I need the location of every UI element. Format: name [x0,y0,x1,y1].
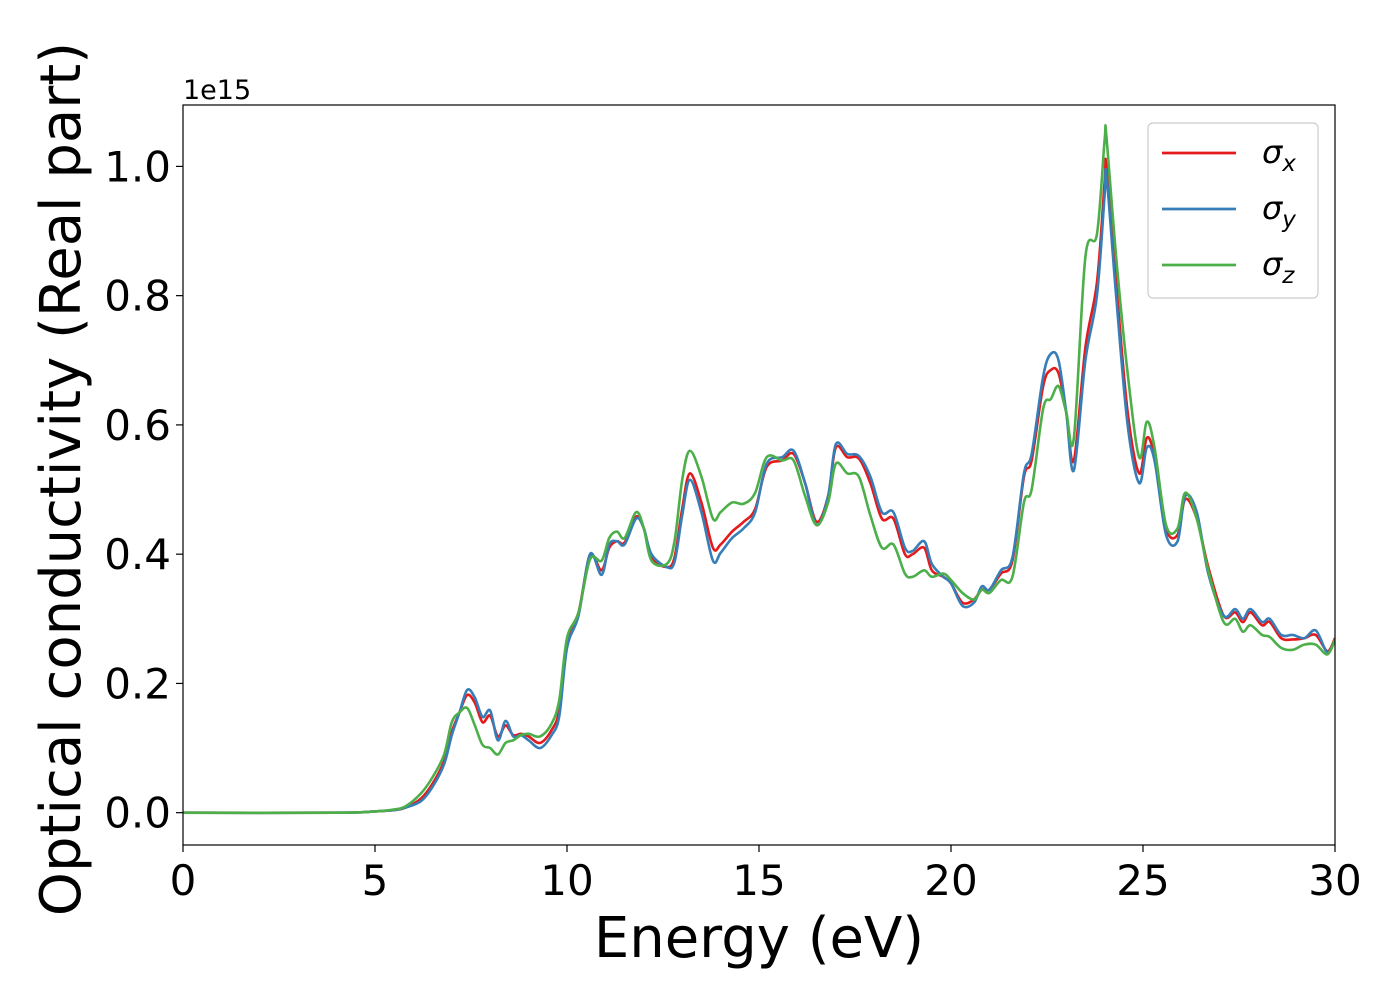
x-axis: 0 5 10 15 20 25 30 [170,845,1362,905]
legend: σx σy σz [1147,122,1319,299]
x-tick-label: 20 [924,856,977,905]
x-tick-label: 15 [732,856,785,905]
x-tick-label: 5 [362,856,389,905]
y-offset-label: 1e15 [183,75,251,106]
legend-box [1147,122,1319,299]
series-line-z [183,124,1335,815]
legend-label-z: σz [1262,245,1295,289]
x-axis-label: Energy (eV) [594,906,924,971]
y-axis: 0.0 0.2 0.4 0.6 0.8 1.0 [104,142,183,838]
series-line-y [183,167,1335,815]
y-tick-label: 0.6 [104,401,171,450]
y-tick-label: 0.8 [104,272,171,321]
series-layer [183,124,1335,815]
x-tick-label: 10 [540,856,593,905]
x-tick-label: 0 [170,856,197,905]
y-axis-label: Optical conductivity (Real part) [29,42,94,916]
legend-label-y: σy [1262,189,1296,233]
y-tick-label: 0.4 [104,530,171,579]
y-tick-label: 0.2 [104,659,171,708]
x-tick-label: 25 [1116,856,1169,905]
x-tick-label: 30 [1308,856,1361,905]
y-tick-label: 0.0 [104,789,171,838]
y-tick-label: 1.0 [104,142,171,191]
legend-label-x: σx [1262,133,1296,177]
